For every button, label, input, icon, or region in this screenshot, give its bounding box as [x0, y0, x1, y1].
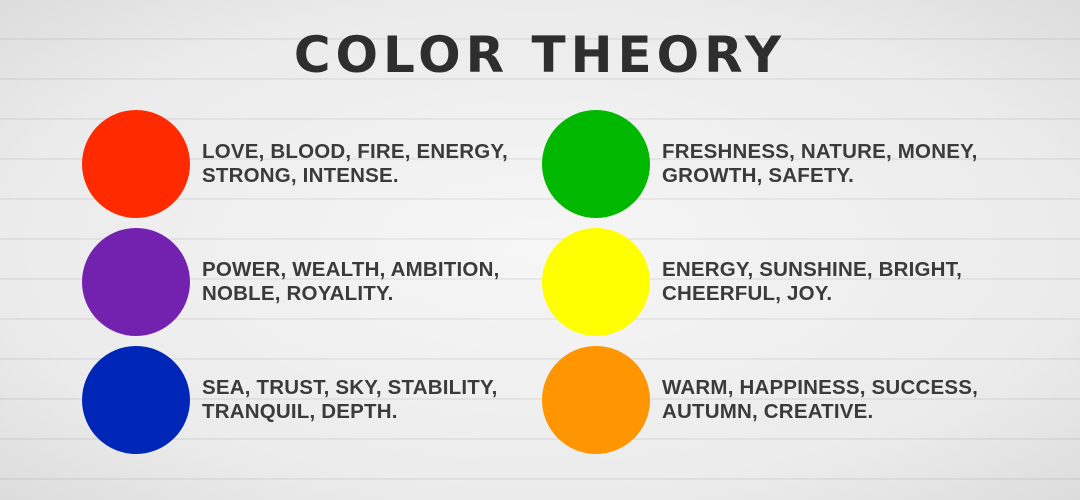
color-swatch — [82, 346, 190, 454]
color-swatch — [82, 228, 190, 336]
color-meaning-line: FRESHNESS, NATURE, MONEY, — [662, 140, 978, 163]
color-swatch — [542, 346, 650, 454]
color-item-red: LOVE, BLOOD, FIRE, ENERGY, STRONG, INTENS… — [82, 110, 552, 218]
color-item-orange: WARM, HAPPINESS, SUCCESS, AUTUMN, CREATIV… — [542, 346, 1012, 454]
color-meaning-line: TRANQUIL, DEPTH. — [202, 400, 398, 423]
color-meaning-line: AUTUMN, CREATIVE. — [662, 400, 874, 423]
color-meaning-line: GROWTH, SAFETY. — [662, 164, 855, 187]
color-item-purple: POWER, WEALTH, AMBITION, NOBLE, ROYALITY. — [82, 228, 552, 336]
color-item-yellow: ENERGY, SUNSHINE, BRIGHT, CHEERFUL, JOY. — [542, 228, 1012, 336]
color-item-blue: SEA, TRUST, SKY, STABILITY, TRANQUIL, DEP… — [82, 346, 552, 454]
color-swatch — [542, 110, 650, 218]
color-swatch — [82, 110, 190, 218]
color-meaning-line: CHEERFUL, JOY. — [662, 282, 833, 305]
color-meaning-line: WARM, HAPPINESS, SUCCESS, — [662, 376, 978, 399]
color-item-green: FRESHNESS, NATURE, MONEY, GROWTH, SAFETY. — [542, 110, 1012, 218]
color-meaning-line: LOVE, BLOOD, FIRE, ENERGY, — [202, 140, 508, 163]
color-meaning-line: POWER, WEALTH, AMBITION, — [202, 258, 500, 281]
page-title: COLOR THEORY — [293, 26, 787, 84]
color-meaning-line: ENERGY, SUNSHINE, BRIGHT, — [662, 258, 963, 281]
color-meaning-line: NOBLE, ROYALITY. — [202, 282, 394, 305]
color-meaning-line: STRONG, INTENSE. — [202, 164, 399, 187]
color-meaning-line: SEA, TRUST, SKY, STABILITY, — [202, 376, 498, 399]
color-swatch — [542, 228, 650, 336]
